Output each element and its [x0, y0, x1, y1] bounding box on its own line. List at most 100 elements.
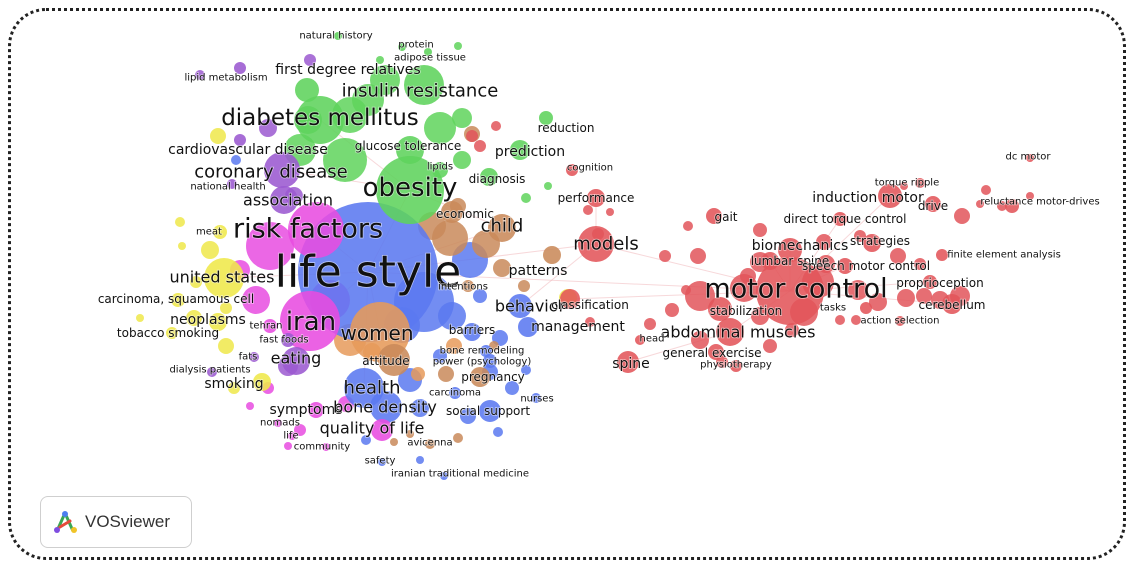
network-node-minor[interactable] — [175, 217, 185, 227]
network-node[interactable] — [234, 62, 246, 74]
network-node[interactable] — [398, 43, 406, 51]
network-node[interactable] — [424, 48, 432, 56]
network-node[interactable] — [282, 347, 310, 375]
network-node[interactable] — [404, 65, 444, 105]
network-node[interactable] — [322, 443, 330, 451]
network-node-label[interactable]: reduction — [537, 120, 595, 136]
network-node-label[interactable]: tobacco smoking — [116, 325, 220, 341]
network-node-minor[interactable] — [438, 302, 466, 330]
network-node-minor[interactable] — [665, 303, 679, 317]
network-node[interactable] — [480, 345, 492, 357]
network-node[interactable] — [778, 238, 802, 262]
network-node-label[interactable]: insulin resistance — [341, 80, 499, 103]
network-node[interactable] — [617, 351, 639, 373]
network-node[interactable] — [863, 234, 881, 252]
network-node-label[interactable]: fats — [238, 351, 258, 364]
network-node-label[interactable]: adipose tissue — [393, 52, 466, 65]
network-node[interactable] — [936, 249, 948, 261]
network-node[interactable] — [566, 164, 578, 176]
network-node-minor[interactable] — [897, 289, 915, 307]
network-node[interactable] — [440, 472, 448, 480]
network-node-minor[interactable] — [954, 208, 970, 224]
network-node-minor[interactable] — [851, 315, 861, 325]
network-node-minor[interactable] — [460, 408, 476, 424]
network-node-label[interactable]: symptoms — [269, 401, 344, 419]
network-node-label[interactable]: community — [293, 441, 351, 454]
network-node-label[interactable]: management — [530, 318, 626, 336]
network-node[interactable] — [488, 214, 516, 242]
network-node[interactable] — [543, 246, 561, 264]
network-node-label[interactable]: coronary disease — [193, 161, 348, 184]
network-node[interactable] — [508, 294, 532, 318]
network-node-label[interactable]: lumbar spine — [750, 253, 830, 269]
network-node-minor[interactable] — [644, 318, 656, 330]
network-node[interactable] — [334, 32, 342, 40]
network-node-label[interactable]: barriers — [448, 322, 496, 338]
network-node[interactable] — [539, 111, 553, 125]
network-node-minor[interactable] — [411, 399, 429, 417]
network-node-minor[interactable] — [914, 258, 926, 270]
network-node[interactable] — [378, 458, 386, 466]
network-node[interactable] — [263, 319, 277, 333]
network-node[interactable] — [480, 168, 498, 186]
network-node[interactable] — [207, 367, 217, 377]
network-node-minor[interactable] — [424, 112, 456, 144]
network-node-minor[interactable] — [890, 248, 906, 264]
network-node-label[interactable]: pregnancy — [460, 369, 525, 385]
network-node[interactable] — [432, 162, 448, 178]
network-node-minor[interactable] — [659, 250, 671, 262]
network-node[interactable] — [462, 280, 474, 292]
network-node[interactable] — [280, 291, 340, 351]
network-node-label[interactable]: cognition — [566, 162, 614, 175]
network-node[interactable] — [295, 78, 319, 102]
network-node[interactable] — [234, 134, 246, 146]
network-node-label[interactable]: social support — [445, 403, 531, 419]
network-node[interactable] — [925, 196, 941, 212]
network-node-minor[interactable] — [246, 222, 294, 270]
network-node-minor[interactable] — [690, 248, 706, 264]
network-node-label[interactable]: smoking — [204, 375, 265, 393]
network-node[interactable] — [253, 373, 271, 391]
network-node[interactable] — [209, 313, 227, 331]
network-node-minor[interactable] — [438, 366, 454, 382]
network-node-minor[interactable] — [186, 310, 202, 326]
network-node-label[interactable]: eating — [270, 348, 322, 369]
network-node-minor[interactable] — [848, 280, 868, 300]
network-node-minor[interactable] — [681, 285, 691, 295]
network-node-label[interactable]: dc motor — [1005, 151, 1052, 164]
network-node-minor[interactable] — [323, 138, 367, 182]
network-node-minor[interactable] — [505, 381, 519, 395]
network-node-minor[interactable] — [242, 286, 270, 314]
network-node[interactable] — [274, 419, 282, 427]
network-node-minor[interactable] — [352, 84, 384, 116]
network-node[interactable] — [171, 293, 185, 307]
network-node-minor[interactable] — [521, 193, 531, 203]
network-node[interactable] — [878, 184, 902, 208]
network-node[interactable] — [915, 178, 925, 188]
network-node-label[interactable]: iranian traditional medicine — [390, 468, 530, 481]
network-node-label[interactable]: association — [242, 190, 333, 211]
network-node-label[interactable]: life — [283, 430, 300, 443]
network-node-minor[interactable] — [228, 382, 240, 394]
network-node-minor[interactable] — [406, 430, 414, 438]
network-node-label[interactable]: proprioception — [896, 275, 985, 291]
network-node-minor[interactable] — [453, 433, 463, 443]
network-node-minor[interactable] — [753, 223, 767, 237]
network-node[interactable] — [376, 156, 444, 224]
network-node-minor[interactable] — [411, 367, 425, 381]
network-node[interactable] — [837, 258, 853, 274]
network-node[interactable] — [942, 294, 962, 314]
network-node-label[interactable]: behavior — [494, 296, 566, 317]
network-node[interactable] — [708, 344, 724, 360]
network-node-label[interactable]: direct torque control — [783, 211, 907, 227]
network-node-label[interactable]: economic — [435, 206, 494, 222]
network-node-label[interactable]: motor control — [704, 273, 889, 306]
network-node[interactable] — [1005, 199, 1019, 213]
network-node[interactable] — [249, 352, 259, 362]
network-node[interactable] — [560, 289, 580, 309]
network-node-label[interactable]: avicenna — [407, 437, 454, 450]
network-node[interactable] — [518, 317, 538, 337]
network-node-label[interactable]: nurses — [520, 393, 555, 406]
network-node-label[interactable]: reluctance motor-drives — [980, 196, 1101, 209]
network-node-label[interactable]: protein — [397, 39, 434, 52]
